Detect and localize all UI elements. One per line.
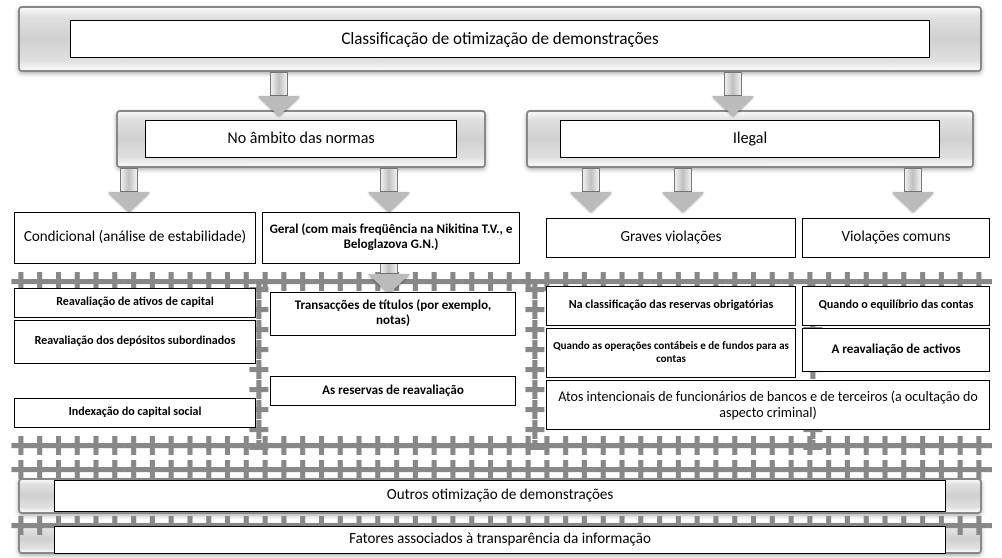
plus-row-3: ✚✚✚✚✚✚✚✚✚✚✚✚✚✚✚✚✚✚✚✚✚✚✚✚✚✚✚✚✚✚✚✚✚✚✚✚✚✚✚✚…: [10, 458, 992, 482]
node-atos: Atos intencionais de funcionários de ban…: [546, 380, 990, 430]
node-geral: Geral (com mais freqüência na Nikitina T…: [262, 212, 520, 264]
node-oper-contabeis-label: Quando as operações contábeis e de fundo…: [553, 340, 789, 365]
node-transacoes: Transacções de títulos (por exemplo, not…: [270, 292, 516, 336]
node-reservas-label: As reservas de reavaliação: [322, 384, 464, 399]
node-outros: Outros otimização de demonstrações: [54, 480, 946, 512]
node-reav-depositos-label: Reavaliação dos depósitos subordinados: [35, 335, 236, 349]
node-graves: Graves violações: [546, 218, 796, 258]
node-condicional-label: Condicional (análise de estabilidade): [24, 229, 246, 246]
arrow-ilegal-graves: [570, 168, 612, 212]
node-root-label: Classificação de otimização de demonstra…: [341, 29, 658, 49]
arrow-geral-trans: [368, 262, 410, 292]
node-class-reservas: Na classificação das reservas obrigatóri…: [546, 286, 796, 326]
node-equilibrio-label: Quando o equilíbrio das contas: [819, 299, 974, 313]
node-ilegal: Ilegal: [560, 120, 940, 158]
node-normas-label: No âmbito das normas: [227, 130, 374, 148]
node-comuns: Violações comuns: [802, 218, 990, 258]
node-reav-depositos: Reavaliação dos depósitos subordinados: [14, 320, 256, 364]
arrow-ilegal-comuns: [892, 168, 934, 212]
node-reav-ativos: Reavaliação de ativos de capital: [14, 288, 256, 318]
node-transacoes-label: Transacções de títulos (por exemplo, not…: [277, 299, 509, 329]
node-atos-label: Atos intencionais de funcionários de ban…: [553, 389, 983, 421]
node-geral-label: Geral (com mais freqüência na Nikitina T…: [269, 223, 513, 253]
node-oper-contabeis: Quando as operações contábeis e de fundo…: [546, 328, 796, 378]
plus-row-2: ✚✚✚✚✚✚✚✚✚✚✚✚✚✚✚✚✚✚✚✚✚✚✚✚✚✚✚✚✚✚✚✚✚✚✚✚✚✚✚✚…: [10, 434, 992, 458]
node-graves-label: Graves violações: [621, 229, 722, 246]
node-comuns-label: Violações comuns: [841, 229, 950, 246]
arrow-normas-geral: [368, 168, 410, 212]
plus-col-2: ✚✚✚✚✚✚✚✚✚: [524, 280, 548, 450]
arrow-ilegal-graves2: [662, 168, 704, 212]
node-fatores-label: Fatores associados à transparência da in…: [349, 531, 651, 548]
node-outros-label: Outros otimização de demonstrações: [387, 487, 613, 504]
arrow-root-ilegal: [712, 72, 754, 116]
arrow-normas-condicional: [108, 168, 150, 212]
arrow-root-normas: [258, 72, 300, 116]
node-condicional: Condicional (análise de estabilidade): [14, 212, 256, 264]
node-normas: No âmbito das normas: [145, 120, 457, 158]
node-equilibrio: Quando o equilíbrio das contas: [802, 286, 990, 326]
node-class-reservas-label: Na classificação das reservas obrigatóri…: [569, 299, 774, 313]
node-ilegal-label: Ilegal: [733, 130, 767, 148]
node-reav-activos: A reavaliação de activos: [802, 328, 990, 372]
node-indexacao: Indexação do capital social: [14, 398, 256, 428]
node-reav-ativos-label: Reavaliação de ativos de capital: [56, 296, 214, 310]
node-root: Classificação de otimização de demonstra…: [70, 20, 930, 58]
node-reservas: As reservas de reavaliação: [270, 376, 516, 406]
node-indexacao-label: Indexação do capital social: [69, 406, 202, 420]
node-fatores: Fatores associados à transparência da in…: [54, 526, 946, 554]
node-reav-activos-label: A reavaliação de activos: [831, 343, 960, 358]
